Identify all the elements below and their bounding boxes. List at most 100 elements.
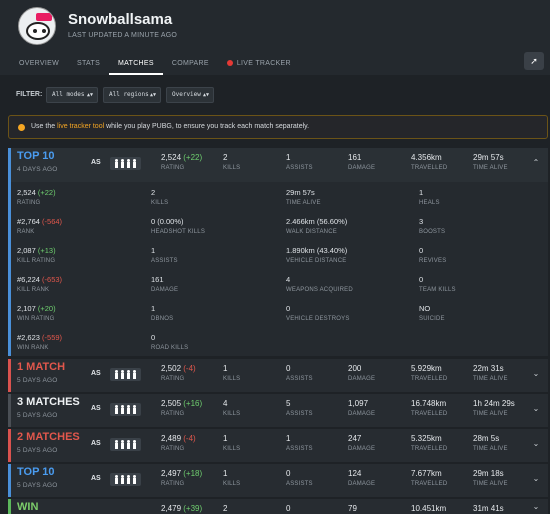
damage-label: DAMAGE: [348, 165, 376, 171]
assists-value: 0: [286, 364, 291, 373]
time-alive-value: 1h 24m 29s: [473, 399, 515, 408]
region-select[interactable]: All regions ▲▼: [103, 87, 161, 103]
detail-value: NO: [419, 304, 431, 313]
damage-stat: 247 DAMAGE: [348, 434, 375, 452]
squad-icon: [110, 403, 141, 416]
time-alive-value: 29m 57s: [473, 153, 504, 162]
kills-value: 2: [223, 153, 228, 162]
time-alive-stat: 29m 57s TIME ALIVE: [473, 153, 508, 171]
damage-value: 1,097: [348, 399, 369, 408]
damage-label: DAMAGE: [348, 376, 376, 382]
tab-stats[interactable]: STATS: [77, 60, 101, 67]
chevron-down-icon[interactable]: ⌄: [532, 439, 540, 448]
detail-team-kills: 0 TEAM KILLS: [419, 275, 456, 293]
chevron-down-icon[interactable]: ⌄: [532, 502, 540, 511]
chevron-down-icon[interactable]: ⌄: [532, 369, 540, 378]
notice-text-after: while you play PUBG, to ensure you track…: [104, 123, 310, 130]
rating-value: 2,497: [161, 469, 182, 478]
travelled-label: TRAVELLED: [411, 165, 448, 171]
filter-bar: FILTER: All modes ▲▼ All regions ▲▼ Overvi…: [0, 85, 550, 105]
travelled-value: 16.748km: [411, 399, 447, 408]
kills-label: KILLS: [223, 165, 241, 171]
detail-label: TEAM KILLS: [419, 287, 456, 293]
time-alive-label: TIME ALIVE: [473, 481, 508, 487]
travelled-stat: 5.325km TRAVELLED: [411, 434, 447, 452]
travelled-label: TRAVELLED: [411, 411, 448, 417]
travelled-value: 7.677km: [411, 469, 442, 478]
match-card[interactable]: 3 MATCHES 5 DAYS AGO AS 2,505 (+16) RATIN…: [8, 394, 548, 427]
rating-change: (+39): [183, 504, 203, 513]
damage-value: 161: [348, 153, 362, 162]
tab-live-tracker[interactable]: LIVE TRACKER: [218, 55, 300, 75]
tab-overview[interactable]: OVERVIEW: [19, 60, 60, 67]
kills-label: KILLS: [223, 481, 241, 487]
travelled-value: 5.929km: [411, 364, 442, 373]
share-button[interactable]: ➚: [524, 52, 544, 70]
detail-boosts: 3 BOOSTS: [419, 217, 445, 235]
avatar[interactable]: [18, 7, 56, 45]
chevron-down-icon[interactable]: ⌄: [532, 404, 540, 413]
share-icon: ➚: [530, 56, 538, 66]
detail-value: 0: [151, 333, 156, 342]
match-card[interactable]: WIN 2,479 (+39) 2 0 79 10.451km 31m 41s …: [8, 499, 548, 514]
rating-change: (+16): [183, 399, 203, 408]
kills-value: 4: [223, 399, 228, 408]
tab-compare[interactable]: COMPARE: [171, 60, 209, 67]
time-alive-value: 31m 41s: [473, 504, 504, 513]
match-summary-row[interactable]: WIN 2,479 (+39) 2 0 79 10.451km 31m 41s …: [11, 499, 548, 514]
detail-label: HEADSHOT KILLS: [151, 229, 206, 235]
squad-icon: [110, 438, 141, 451]
detail-rank: #2,764 (-564) RANK: [17, 217, 62, 235]
chevron-up-icon[interactable]: ⌃: [532, 158, 540, 167]
damage-stat: 124 DAMAGE: [348, 469, 375, 487]
detail-label: WALK DISTANCE: [286, 229, 337, 235]
rating-value: 2,489: [161, 434, 182, 443]
match-summary-row[interactable]: 1 MATCH 5 DAYS AGO AS 2,502 (-4) RATING 1…: [11, 359, 548, 393]
match-time-ago: 5 DAYS AGO: [17, 377, 58, 384]
chevron-down-icon[interactable]: ⌄: [532, 474, 540, 483]
damage-stat: 161 DAMAGE: [348, 153, 375, 171]
assists-label: ASSISTS: [286, 446, 313, 452]
mode-select[interactable]: All modes ▲▼: [46, 87, 98, 103]
match-card[interactable]: 1 MATCH 5 DAYS AGO AS 2,502 (-4) RATING 1…: [8, 359, 548, 392]
detail-label: KILL RATING: [17, 258, 56, 264]
time-alive-label: TIME ALIVE: [473, 376, 508, 382]
warning-icon: [18, 124, 25, 131]
travelled-stat: 4.356km TRAVELLED: [411, 153, 447, 171]
live-tracker-link[interactable]: live tracker tool: [57, 123, 105, 130]
time-alive-stat: 22m 31s TIME ALIVE: [473, 364, 508, 382]
detail-damage: 161 DAMAGE: [151, 275, 178, 293]
match-summary-row[interactable]: TOP 10 5 DAYS AGO AS 2,497 (+18) RATING 1…: [11, 464, 548, 498]
detail-label: KILLS: [151, 200, 169, 206]
detail-change: (-653): [42, 275, 63, 284]
assists-stat: 0 ASSISTS: [286, 469, 313, 487]
travelled-stat: 7.677km TRAVELLED: [411, 469, 447, 487]
travelled-label: TRAVELLED: [411, 446, 448, 452]
select-arrow-icon: ▲▼: [149, 92, 156, 98]
match-summary-row[interactable]: 2 MATCHES 5 DAYS AGO AS 2,489 (-4) RATING…: [11, 429, 548, 463]
detail-headshot-kills: 0 (0.00%) HEADSHOT KILLS: [151, 217, 205, 235]
rating-change: (-4): [183, 434, 196, 443]
rating-stat: 2,479 (+39): [161, 504, 202, 513]
match-summary-row[interactable]: TOP 10 4 DAYS AGO AS 2,524 (+22) RATING 2…: [11, 148, 548, 182]
match-card[interactable]: TOP 10 4 DAYS AGO AS 2,524 (+22) RATING 2…: [8, 148, 548, 356]
detail-label: RATING: [17, 200, 41, 206]
detail-change: (-559): [42, 333, 63, 342]
match-card[interactable]: 2 MATCHES 5 DAYS AGO AS 2,489 (-4) RATING…: [8, 429, 548, 462]
rating-value: 2,524: [161, 153, 182, 162]
detail-vehicle-destroys: 0 VEHICLE DESTROYS: [286, 304, 350, 322]
damage-value: 124: [348, 469, 362, 478]
detail-value: 0: [419, 246, 424, 255]
detail-value: 1.890km (43.40%): [286, 246, 348, 255]
kills-stat: 2: [223, 504, 227, 513]
detail-kill-rank: #6,224 (-653) KILL RANK: [17, 275, 62, 293]
assists-label: ASSISTS: [286, 165, 313, 171]
view-select[interactable]: Overview ▲▼: [166, 87, 214, 103]
kills-stat: 4 KILLS: [223, 399, 240, 417]
detail-value: 0: [419, 275, 424, 284]
match-summary-row[interactable]: 3 MATCHES 5 DAYS AGO AS 2,505 (+16) RATIN…: [11, 394, 548, 428]
match-card[interactable]: TOP 10 5 DAYS AGO AS 2,497 (+18) RATING 1…: [8, 464, 548, 497]
travelled-value: 4.356km: [411, 153, 442, 162]
time-alive-stat: 28m 5s TIME ALIVE: [473, 434, 508, 452]
tab-matches[interactable]: MATCHES: [109, 55, 163, 75]
